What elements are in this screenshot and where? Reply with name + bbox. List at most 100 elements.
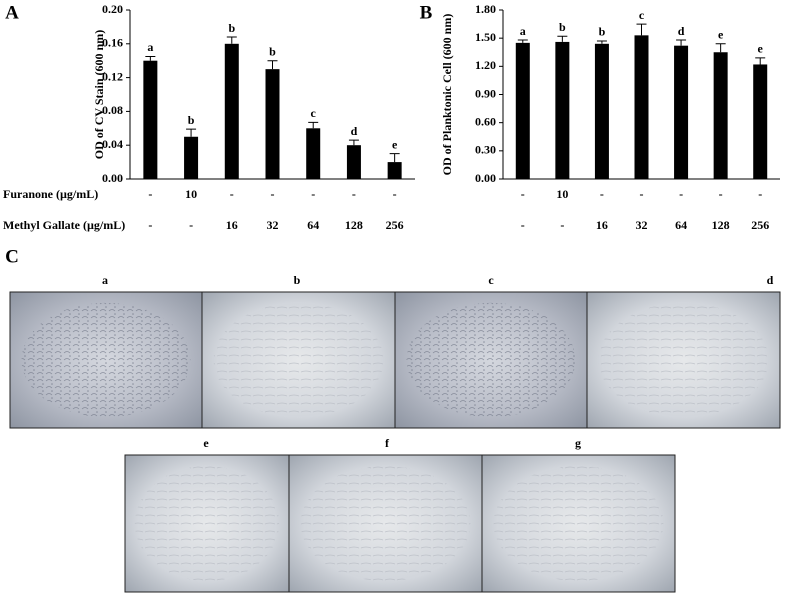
- treatment-value: 10: [556, 187, 568, 201]
- bar: [143, 60, 158, 180]
- image-label: g: [575, 436, 581, 450]
- treatment-value: -: [271, 187, 275, 201]
- significance-label: a: [520, 24, 526, 38]
- y-tick-label: 0.00: [475, 171, 496, 185]
- treatment-value: 128: [712, 218, 730, 232]
- y-axis-label: OD of Planktonic Cell (600 nm): [440, 14, 454, 176]
- image-label: c: [488, 273, 494, 287]
- treatment-value: -: [679, 187, 683, 201]
- treatment-value: -: [189, 218, 193, 232]
- y-tick-label: 1.50: [475, 30, 496, 44]
- treatment-value: 16: [596, 218, 608, 232]
- significance-label: a: [147, 40, 153, 54]
- y-tick-label: 0.04: [102, 137, 123, 151]
- micrograph-texture: [493, 465, 664, 582]
- treatment-value: 32: [267, 218, 279, 232]
- treatment-value: -: [521, 187, 525, 201]
- micrograph-texture: [300, 465, 471, 582]
- bar: [184, 136, 199, 179]
- significance-label: c: [311, 106, 317, 120]
- error-bar: [517, 39, 528, 43]
- bar: [346, 145, 361, 179]
- panel-label: A: [5, 2, 19, 23]
- treatment-value: 256: [386, 218, 404, 232]
- significance-label: b: [599, 25, 606, 39]
- treatment-value: -: [230, 187, 234, 201]
- treatment-value: -: [352, 187, 356, 201]
- treatment-value: 10: [185, 187, 197, 201]
- error-bar: [145, 55, 156, 61]
- image-label: f: [385, 436, 390, 450]
- significance-label: c: [639, 8, 645, 22]
- treatment-label: Methyl Gallate (µg/mL): [3, 218, 125, 232]
- treatment-value: 16: [226, 218, 238, 232]
- treatment-value: -: [640, 187, 644, 201]
- micrograph-texture: [134, 465, 280, 582]
- y-tick-label: 1.20: [475, 58, 496, 72]
- image-label: d: [767, 273, 774, 287]
- treatment-value: 256: [751, 218, 769, 232]
- error-bar: [389, 153, 400, 163]
- error-bar: [755, 57, 766, 65]
- y-tick-label: 0.16: [102, 36, 123, 50]
- y-tick-label: 0.20: [102, 2, 123, 16]
- image-label: a: [102, 273, 108, 287]
- treatment-value: -: [758, 187, 762, 201]
- image-label: e: [203, 436, 209, 450]
- treatment-value: -: [521, 218, 525, 232]
- y-axis-label: OD of CV Stain (600 nm): [92, 30, 106, 159]
- y-tick-label: 0.00: [102, 171, 123, 185]
- micrograph-texture: [598, 302, 769, 418]
- error-bar: [186, 128, 197, 137]
- error-bar: [348, 139, 359, 146]
- y-tick-label: 0.12: [102, 69, 123, 83]
- y-tick-label: 0.08: [102, 103, 123, 117]
- significance-label: d: [351, 124, 358, 138]
- significance-label: b: [228, 21, 235, 35]
- micrograph-texture: [21, 302, 191, 418]
- error-bar: [557, 35, 568, 42]
- y-tick-label: 1.80: [475, 2, 496, 16]
- treatment-value: -: [719, 187, 723, 201]
- treatment-value: -: [148, 187, 152, 201]
- treatment-value: -: [560, 218, 564, 232]
- bar: [265, 69, 280, 179]
- significance-label: e: [392, 137, 398, 151]
- bar: [515, 42, 530, 179]
- bar: [224, 43, 239, 179]
- y-tick-label: 0.60: [475, 114, 496, 128]
- error-bar: [676, 39, 687, 46]
- bar: [306, 128, 321, 179]
- treatment-value: 64: [307, 218, 319, 232]
- bar: [634, 35, 649, 179]
- error-bar: [267, 60, 278, 70]
- treatment-value: -: [311, 187, 315, 201]
- panel-label: B: [420, 2, 433, 23]
- image-label: b: [294, 273, 301, 287]
- significance-label: b: [188, 113, 195, 127]
- bar: [594, 43, 609, 179]
- treatment-value: 128: [345, 218, 363, 232]
- bar: [555, 41, 570, 179]
- error-bar: [596, 40, 607, 44]
- error-bar: [226, 36, 237, 44]
- significance-label: e: [758, 42, 764, 56]
- bar: [713, 52, 728, 179]
- treatment-value: -: [393, 187, 397, 201]
- panel-label: C: [5, 246, 19, 267]
- error-bar: [308, 121, 319, 129]
- treatment-value: 32: [636, 218, 648, 232]
- bar: [753, 64, 768, 179]
- significance-label: b: [269, 44, 276, 58]
- y-tick-label: 0.90: [475, 86, 496, 100]
- bar: [387, 162, 402, 179]
- micrograph-texture: [406, 302, 576, 418]
- treatment-value: -: [600, 187, 604, 201]
- error-bar: [636, 23, 647, 36]
- y-tick-label: 0.30: [475, 143, 496, 157]
- treatment-value: 64: [675, 218, 687, 232]
- significance-label: d: [678, 24, 685, 38]
- treatment-value: -: [148, 218, 152, 232]
- significance-label: b: [559, 20, 566, 34]
